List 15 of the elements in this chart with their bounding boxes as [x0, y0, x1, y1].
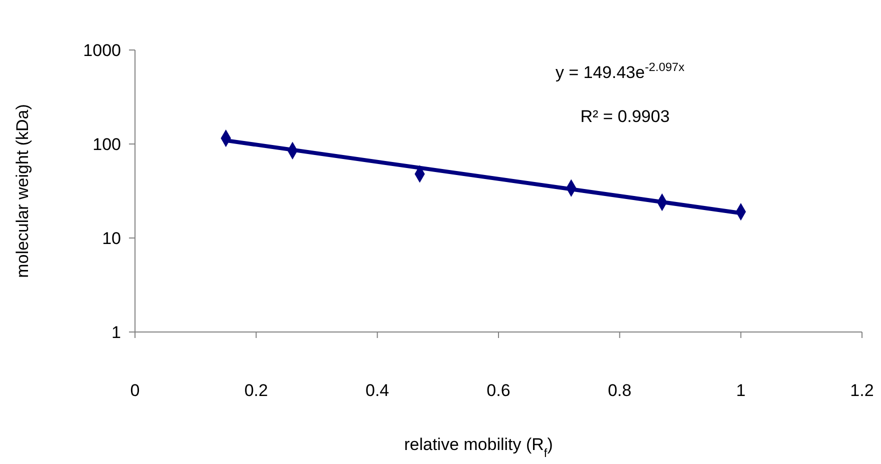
annotation: y = 149.43e$^{-2.097x}$	[556, 60, 685, 82]
x-tick-label: 1	[736, 381, 746, 400]
y-tick-label: 1000	[83, 40, 121, 60]
x-tick-label: 0.8	[608, 381, 632, 400]
x-tick-label: 0.4	[366, 381, 390, 400]
y-tick-label: 100	[92, 134, 121, 154]
x-tick-label: 0	[130, 381, 140, 400]
x-tick-label: 0.6	[486, 381, 510, 400]
x-tick-label: 0.2	[244, 381, 268, 400]
y-tick-label: 1	[112, 322, 121, 342]
x-tick-label: 1.2	[850, 381, 874, 400]
y-axis-title: molecular weight (kDa)	[13, 104, 32, 278]
annotation: R² = 0.9903	[580, 107, 670, 126]
x-axis-title: relative mobility (R$_{f}$)	[404, 435, 553, 460]
y-tick-label: 10	[102, 228, 121, 248]
